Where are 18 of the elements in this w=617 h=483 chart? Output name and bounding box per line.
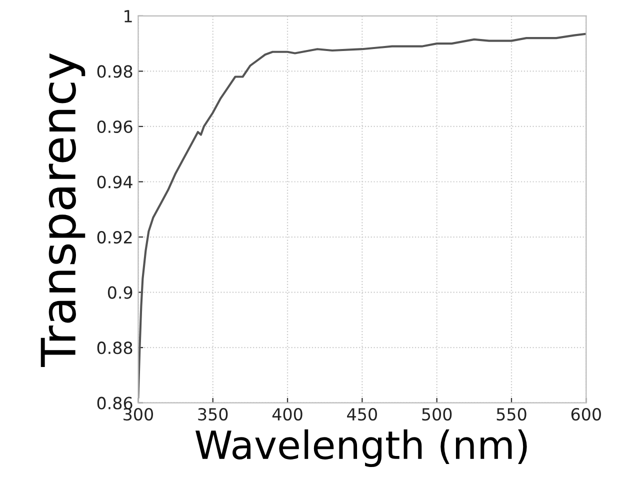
y-tick-label: 0.86 (97, 396, 132, 410)
y-tick-label: 0.92 (97, 230, 132, 244)
y-tick-label: 0.88 (97, 342, 132, 354)
y-tick-label: 0.9 (108, 286, 132, 299)
x-tick-label: 600 (571, 408, 601, 421)
x-tick-label: 400 (272, 408, 302, 421)
y-tick-label: 0.96 (97, 120, 132, 134)
y-tick-label: 0.94 (97, 176, 132, 188)
y-tick-label: 1 (124, 10, 132, 22)
x-tick-label: 550 (496, 408, 526, 421)
x-axis-title: Wavelength (nm) (196, 429, 527, 468)
x-tick-label: 350 (198, 408, 228, 421)
y-tick-label: 0.98 (97, 65, 132, 78)
x-tick-label: 450 (347, 408, 377, 421)
y-axis-title: Transparency (40, 53, 86, 367)
line-series (138, 32, 586, 398)
x-tick-label: 500 (422, 408, 452, 421)
x-tick-label: 300 (124, 408, 154, 421)
